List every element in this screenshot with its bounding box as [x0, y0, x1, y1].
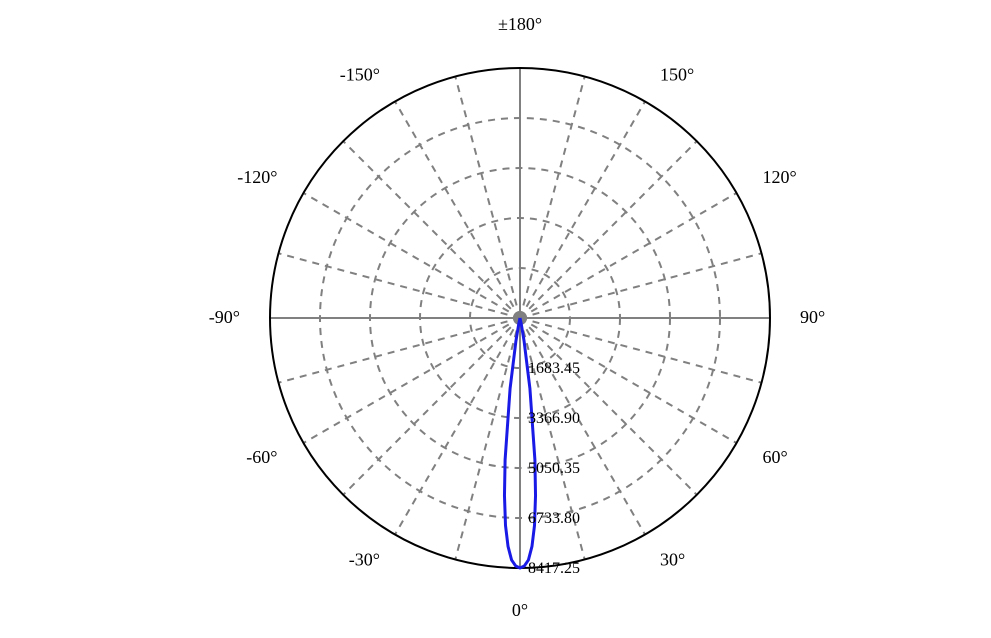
angle-label: -90°: [209, 307, 240, 327]
angle-label: -120°: [237, 167, 277, 187]
angle-label: 90°: [800, 307, 825, 327]
angle-label: 60°: [762, 447, 787, 467]
angle-label: 30°: [660, 549, 685, 569]
radial-label: 3366.90: [528, 410, 580, 427]
angle-label: -150°: [340, 65, 380, 85]
angle-label: -60°: [246, 447, 277, 467]
polar-chart: 0° 30° 60° 90° 120° 150° ±180° -150° -120° -90° -6…: [0, 0, 991, 638]
angle-label: 120°: [762, 167, 796, 187]
radial-label: 5050.35: [528, 460, 580, 477]
radial-label: 6733.80: [528, 510, 580, 527]
angle-label: -30°: [349, 549, 380, 569]
angle-label: 150°: [660, 65, 694, 85]
radial-label: 8417.25: [528, 560, 580, 577]
radial-label: 1683.45: [528, 360, 580, 377]
angle-label: 0°: [512, 600, 528, 620]
angle-label: ±180°: [498, 14, 542, 34]
